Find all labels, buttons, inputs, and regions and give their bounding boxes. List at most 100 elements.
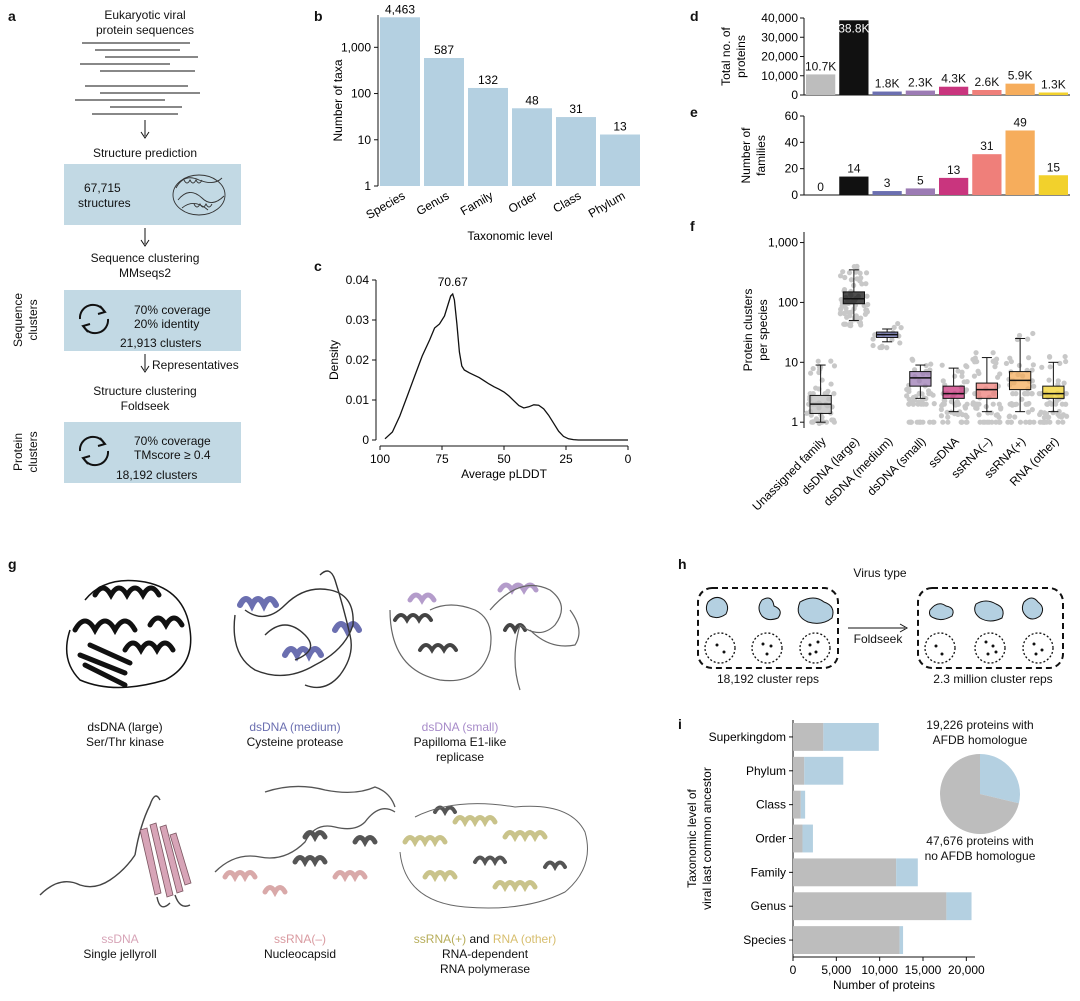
x-tick-label: 25 [559,452,573,466]
bar-value-label: 13 [613,120,627,134]
x-tick-label: 100 [370,452,390,466]
x-tick-label: Species [364,188,408,221]
data-point [1063,391,1069,397]
data-point [985,410,991,416]
structures-box: 67,715 structures [64,164,241,225]
sequences-title-1: Eukaryotic viral [104,8,186,22]
pie-caption-bottom-1: 47,676 proteins with [926,834,1034,848]
data-point [964,419,970,425]
iqr-box [842,291,866,305]
caption-dsdna-small-protein: Papilloma E1-like [413,735,507,749]
x-axis-title: Number of proteins [833,978,935,992]
bar-segment-no-homologue [793,723,824,751]
ser-thr-kinase-structure [65,579,192,689]
structure-prediction-step: Structure prediction [92,146,198,160]
iqr-box [975,382,999,399]
data-point [955,411,962,417]
data-point [1039,364,1045,370]
y-tick-label: 1 [364,179,371,193]
y-axis-title: Density [327,340,341,380]
data-point [870,342,876,349]
caption-rna-polymerase: ssRNA(+) and RNA (other) RNA-dependent R… [385,932,585,977]
protein-structure-icon [172,174,226,216]
data-point [945,414,951,420]
data-point [809,419,815,425]
caption-ssdna: ssDNA Single jellyroll [20,932,220,962]
data-point [971,373,978,379]
data-point [993,356,1000,362]
panel-h: Virus type Foldseek 18,192 cluster reps [680,560,1075,690]
data-point [931,401,937,407]
x-tick-label: Genus [414,188,452,218]
bar [1005,130,1035,195]
panel-label-f: f [690,218,695,234]
data-point [1052,400,1058,407]
data-point [1006,414,1012,420]
y-tick-label: 20,000 [761,50,798,64]
bar-value-label: 587 [434,43,454,57]
pie-caption-top-2: AFDB homologue [932,733,1028,747]
sequence-lines-icon [75,42,200,115]
data-point [840,269,846,275]
data-point [990,350,996,356]
data-point [972,355,978,361]
data-point [944,409,950,415]
data-point [958,419,964,425]
data-point [829,417,835,423]
caption-ssrna-minus: ssRNA(–) Nucleocapsid [200,932,400,962]
prot-clusters-count: 18,192 clusters [116,468,198,482]
data-point [938,406,944,413]
y-tick-label: 20 [785,162,799,176]
nucleocapsid-structure [214,785,396,898]
y-tick-label: 40 [785,135,799,149]
bar [600,134,640,186]
caption-rna-polymerase-protein-2: RNA polymerase [439,962,531,976]
data-point [831,363,838,369]
data-point [1025,401,1031,407]
data-point [1025,336,1031,342]
y-tick-label: 0.02 [346,353,370,367]
data-point [920,419,926,425]
data-point [904,393,910,399]
bar [380,17,420,187]
bar-segment-no-homologue [793,756,805,785]
caption-and: and [466,932,493,946]
x-tick-label: Phylum [586,188,628,220]
peak-label: 70.67 [438,275,468,289]
data-point [940,419,946,425]
bar [839,176,869,195]
bar-value-label: 3 [884,176,891,190]
bar-value-label: 2.3K [908,76,933,90]
data-point [1043,411,1050,417]
bar [1038,92,1068,95]
bar [939,86,969,95]
y-axis-title-1: Total no. of [719,26,733,85]
data-point [815,358,821,364]
families-bar-chart: 0 20 40 60 0 14 3 5 13 31 49 15 Number of families [739,109,1070,202]
y-tick-label: 0 [791,188,798,202]
y-tick-label: 10,000 [761,69,798,83]
data-point [1039,419,1046,425]
data-point [863,281,869,287]
data-point [916,399,922,405]
caption-ssrna-plus-type: ssRNA(+) [413,932,467,946]
data-point [864,293,870,299]
data-point [974,405,980,411]
bar [512,108,552,186]
data-point [891,324,897,331]
data-point [998,405,1004,411]
data-point [857,319,863,326]
caption-ssrna-minus-protein: Nucleocapsid [263,947,337,961]
bar-value-label: 2.6K [975,75,1000,89]
data-point [993,419,999,425]
data-point [955,368,961,374]
bar [556,117,596,186]
data-point [846,270,853,276]
cycle-icon [78,303,110,335]
panel-label-c: c [314,258,322,274]
density-line [384,292,628,441]
data-point [996,414,1002,420]
bar [872,91,902,95]
data-point [1007,355,1013,361]
y-tick-label: Phylum [746,764,786,778]
